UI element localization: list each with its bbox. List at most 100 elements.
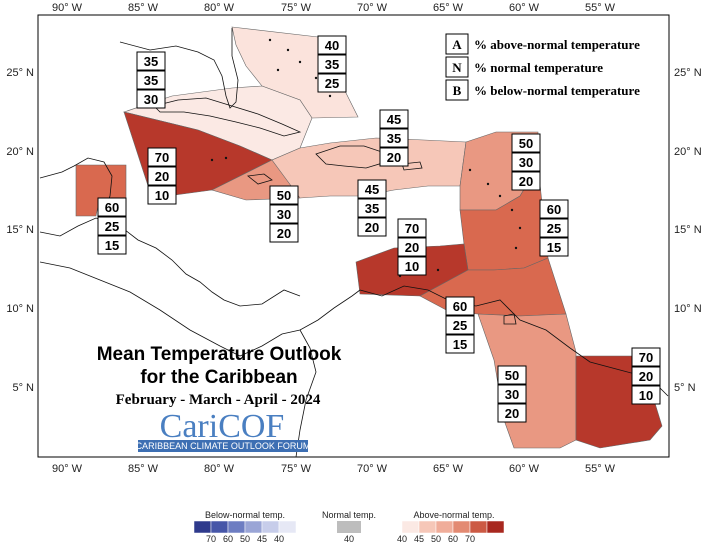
latitude-axis: 25° N 25° N 20° N 20° N 15° N 15° N 10° N 10° N…: [6, 67, 701, 394]
prob-cell-below: [397, 256, 427, 276]
key-text-b: % below-normal temperature: [474, 83, 640, 98]
colorbar-tick-below: 40: [274, 534, 284, 542]
key-text-a: % above-normal temperature: [474, 37, 640, 52]
lon-tick-bottom: 85° W: [128, 463, 159, 475]
colorbar-tick-above: 50: [431, 534, 441, 542]
prob-cell-below: [97, 235, 127, 255]
probability-box-bahamas: 40 35 25: [317, 35, 347, 93]
prob-cell-normal: [136, 70, 166, 90]
prob-cell-normal: [317, 54, 347, 74]
lat-tick-left: 25° N: [6, 67, 34, 79]
lat-tick-right: 25° N: [674, 67, 702, 79]
island-markers: [210, 38, 522, 278]
prob-cell-below: [445, 334, 475, 354]
prob-normal-value: 35: [365, 201, 379, 216]
colorbar-tick-below: 45: [257, 534, 267, 542]
prob-normal-value: 35: [325, 57, 339, 72]
prob-cell-above: [357, 179, 387, 199]
key-box-b: [445, 79, 469, 101]
probability-box-belize: 60 25 15: [97, 197, 127, 255]
probability-key: A % above-normal temperature N % normal …: [445, 33, 640, 101]
colorbar-swatch-above: [452, 520, 471, 534]
prob-cell-below: [379, 147, 409, 167]
lat-tick-right: 15° N: [674, 224, 702, 236]
prob-below-value: 10: [405, 259, 419, 274]
probability-box-abc-islands: 70 20 10: [397, 218, 427, 276]
probability-box-trinidad: 60 25 15: [445, 296, 475, 354]
probability-box-suriname: 70 20 10: [631, 347, 661, 405]
prob-above-value: 45: [365, 182, 379, 197]
colorbar-swatch-above: [401, 520, 420, 534]
prob-cell-normal: [511, 152, 541, 172]
colorbar-tick-below: 60: [223, 534, 233, 542]
lon-tick-bottom: 70° W: [357, 463, 388, 475]
coastlines: [39, 28, 669, 458]
probability-box-leewards: 50 30 20: [511, 133, 541, 191]
prob-below-value: 20: [365, 220, 379, 235]
probability-boxes: 40 35 25 35 35 30 60 25 15 70 20 10 50 30 20 45 35 20 45 35…: [97, 35, 661, 423]
lon-tick-bottom: 80° W: [204, 463, 235, 475]
prob-cell-above: [511, 133, 541, 153]
prob-cell-above: [397, 218, 427, 238]
probability-box-cayman-jamaica: 70 20 10: [147, 147, 177, 205]
probability-box-hispaniola: 45 35 20: [379, 109, 409, 167]
logo-wordmark: CariCOF: [160, 408, 285, 445]
colorbar-swatch-below: [193, 520, 212, 534]
colorbar-below-title: Below-normal temp.: [205, 510, 285, 520]
prob-cell-below: [136, 89, 166, 109]
lon-tick-bottom: 90° W: [52, 463, 83, 475]
prob-normal-value: 30: [519, 155, 533, 170]
prob-cell-normal: [97, 216, 127, 236]
prob-cell-above: [445, 296, 475, 316]
prob-normal-value: 30: [505, 387, 519, 402]
prob-normal-value: 20: [155, 169, 169, 184]
prob-above-value: 50: [519, 136, 533, 151]
prob-cell-normal: [397, 237, 427, 257]
prob-normal-value: 35: [387, 131, 401, 146]
colorbar-tick-above: 40: [397, 534, 407, 542]
prob-above-value: 35: [144, 54, 158, 69]
prob-above-value: 60: [453, 299, 467, 314]
lat-tick-left: 10° N: [6, 303, 34, 315]
colorbar-swatch-above: [418, 520, 437, 534]
map-title-line2: for the Caribbean: [140, 367, 297, 388]
probability-box-windwards: 60 25 15: [539, 199, 569, 257]
lat-tick-right: 20° N: [674, 146, 702, 158]
colorbar: Below-normal temp. Normal temp. Above-no…: [193, 510, 505, 542]
prob-cell-above: [317, 35, 347, 55]
prob-below-value: 20: [505, 406, 519, 421]
colorbar-tick-below: 70: [206, 534, 216, 542]
lat-tick-left: 5° N: [12, 382, 34, 394]
lon-tick-top: 85° W: [128, 2, 159, 14]
lon-tick-top: 65° W: [433, 2, 464, 14]
lon-tick-bottom: 60° W: [509, 463, 540, 475]
prob-normal-value: 25: [547, 221, 561, 236]
prob-cell-normal: [269, 204, 299, 224]
prob-cell-below: [497, 403, 527, 423]
prob-cell-normal: [357, 198, 387, 218]
prob-below-value: 20: [277, 226, 291, 241]
lat-tick-left: 15° N: [6, 224, 34, 236]
prob-cell-above: [136, 51, 166, 71]
prob-cell-normal: [445, 315, 475, 335]
colorbar-swatch-below: [210, 520, 229, 534]
prob-above-value: 70: [639, 350, 653, 365]
map-period: February - March - April - 2024: [116, 392, 321, 408]
prob-cell-below: [317, 73, 347, 93]
prob-below-value: 10: [155, 188, 169, 203]
caricof-logo: CariCOF CARIBBEAN CLIMATE OUTLOOK FORUM: [136, 408, 310, 452]
lon-tick-top: 55° W: [585, 2, 616, 14]
probability-box-jamaica-south: 50 30 20: [269, 185, 299, 243]
prob-cell-above: [147, 147, 177, 167]
key-letter-a: A: [452, 37, 462, 52]
prob-cell-below: [357, 217, 387, 237]
prob-below-value: 20: [519, 174, 533, 189]
prob-above-value: 70: [405, 221, 419, 236]
map-title-line1: Mean Temperature Outlook: [97, 344, 342, 365]
colorbar-above: 40 45 50 60 70: [397, 520, 505, 542]
lon-tick-bottom: 75° W: [281, 463, 312, 475]
colorbar-swatch-above: [435, 520, 454, 534]
prob-above-value: 50: [277, 188, 291, 203]
prob-above-value: 45: [387, 112, 401, 127]
